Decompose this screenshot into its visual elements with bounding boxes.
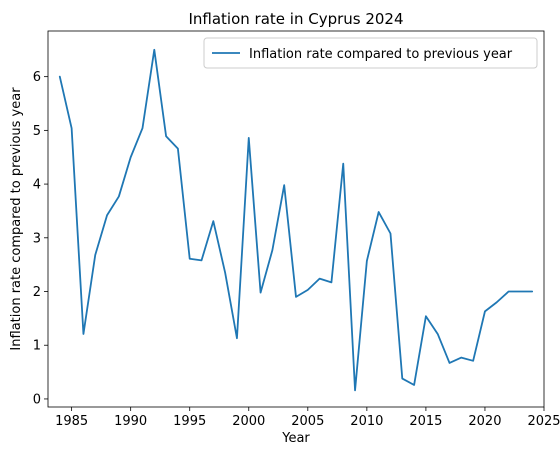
x-axis: 1985 1990 1995 2000 2005 2010 2015 2020 2025: [55, 407, 560, 429]
x-tick-label: 1995: [173, 414, 206, 429]
x-tick-label: 2020: [468, 414, 501, 429]
plot-area-frame: [48, 31, 544, 407]
x-tick-label: 1990: [114, 414, 147, 429]
series-layer: [60, 50, 532, 391]
x-tick-label: 2010: [350, 414, 383, 429]
y-tick-label: 4: [33, 178, 41, 193]
x-tick-label: 2005: [291, 414, 324, 429]
x-tick-label: 1985: [55, 414, 88, 429]
y-tick-label: 1: [33, 339, 41, 354]
x-tick-label: 2015: [409, 414, 442, 429]
y-tick-label: 6: [33, 70, 41, 85]
y-tick-label: 2: [33, 285, 41, 300]
y-axis: 0 1 2 3 4 5 6: [33, 70, 48, 407]
legend: Inflation rate compared to previous year: [204, 38, 537, 68]
legend-label: Inflation rate compared to previous year: [249, 47, 513, 62]
x-tick-label: 2025: [527, 414, 560, 429]
x-tick-label: 2000: [232, 414, 265, 429]
series-line: [60, 50, 532, 391]
chart-title: Inflation rate in Cyprus 2024: [188, 10, 403, 28]
x-axis-label: Year: [281, 431, 310, 446]
y-tick-label: 3: [33, 231, 41, 246]
y-tick-label: 5: [33, 124, 41, 139]
y-axis-label: Inflation rate compared to previous year: [9, 87, 24, 351]
y-tick-label: 0: [33, 392, 41, 407]
